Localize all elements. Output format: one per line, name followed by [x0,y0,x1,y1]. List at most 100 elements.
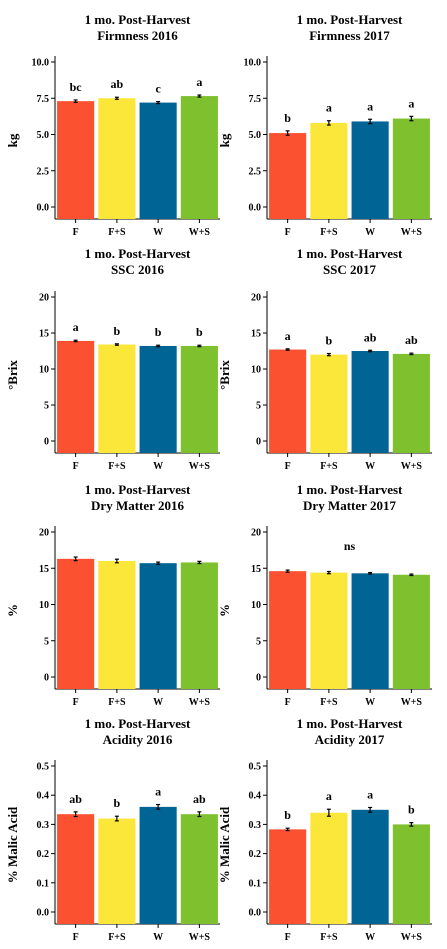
significance-label: ab [111,77,124,91]
y-tick-label: 10 [251,365,261,376]
bar [139,345,177,453]
y-axis-label: % Malic Acid [5,806,20,883]
y-tick-label: 20 [251,293,261,304]
bar [139,102,177,219]
bar [392,824,430,924]
significance-label: b [196,325,203,339]
x-tick-label: F [285,697,291,708]
chart-title: 1 mo. Post-Harvest [85,482,191,497]
y-tick-label: 5.0 [37,130,50,141]
bar [269,571,307,689]
y-tick-label: 5 [44,636,49,647]
significance-label: a [155,785,161,799]
y-tick-label: 0 [256,673,261,684]
x-tick-label: W+S [401,932,423,943]
x-tick-label: F [285,461,291,472]
y-tick-label: 2.5 [249,166,262,177]
y-tick-label: 15 [39,329,49,340]
y-tick-label: 0.5 [249,762,262,773]
y-tick-label: 7.5 [37,94,50,105]
bar [180,562,218,689]
bar [98,98,136,219]
x-tick-label: W+S [189,697,211,708]
chart-title: SSC 2016 [111,262,165,277]
chart-title: 1 mo. Post-Harvest [85,246,191,261]
bar [98,344,136,453]
chart-title: 1 mo. Post-Harvest [297,482,403,497]
bar [269,829,307,924]
significance-label: b [408,803,415,817]
y-tick-label: 2.5 [37,166,50,177]
x-tick-label: W [153,697,163,708]
x-tick-label: F+S [108,932,126,943]
bar [98,561,136,689]
significance-label: a [326,101,332,115]
y-tick-label: 5 [256,636,261,647]
bar [392,118,430,219]
y-tick-label: 20 [39,528,49,539]
bar [180,96,218,219]
bar [269,349,307,453]
chart-title: Firmness 2017 [309,28,390,43]
x-tick-label: F [285,227,291,238]
bar [139,806,177,924]
y-tick-label: 0.5 [37,762,50,773]
chart-title: Firmness 2016 [97,28,178,43]
significance-label: b [326,334,333,348]
y-axis-label: °Brix [5,360,20,390]
x-tick-label: W [365,932,375,943]
y-tick-label: 0.3 [249,820,262,831]
x-tick-label: W [365,461,375,472]
significance-label: bc [70,80,83,94]
y-tick-label: 0.1 [37,878,50,889]
bar [351,809,389,924]
significance-label: ab [193,792,206,806]
x-tick-label: W [365,227,375,238]
x-tick-label: F [73,697,79,708]
significance-label: a [196,75,202,89]
chart-title: Acidity 2016 [103,732,173,747]
chart-title: 1 mo. Post-Harvest [85,716,191,731]
chart-title: Acidity 2017 [315,732,385,747]
significance-label: a [285,329,291,343]
x-tick-label: F+S [108,227,126,238]
y-axis-label: °Brix [217,360,232,390]
bar [310,812,348,924]
chart-title: 1 mo. Post-Harvest [297,12,403,27]
bar [310,122,348,219]
y-tick-label: 0 [256,437,261,448]
chart-title: 1 mo. Post-Harvest [85,12,191,27]
y-tick-label: 10 [251,600,261,611]
y-axis-label: kg [217,133,232,147]
y-axis-label: % [5,604,20,617]
bar [57,101,95,219]
x-tick-label: F+S [108,461,126,472]
x-tick-label: F+S [320,932,338,943]
bar [139,563,177,689]
y-tick-label: 0 [44,437,49,448]
bar [310,572,348,689]
y-tick-label: 10.0 [244,58,262,69]
significance-label: a [367,99,373,113]
bar [98,818,136,924]
x-tick-label: F [285,932,291,943]
significance-label: ab [405,333,418,347]
x-tick-label: F [73,227,79,238]
chart-title: 1 mo. Post-Harvest [297,246,403,261]
y-axis-label: kg [5,133,20,147]
x-tick-label: W+S [189,461,211,472]
bar [351,351,389,453]
x-tick-label: W [365,697,375,708]
y-tick-label: 0.2 [37,849,50,860]
bar [392,574,430,689]
y-tick-label: 0.0 [249,203,262,214]
y-tick-label: 0.3 [37,820,50,831]
bar [57,814,95,924]
y-tick-label: 20 [39,293,49,304]
